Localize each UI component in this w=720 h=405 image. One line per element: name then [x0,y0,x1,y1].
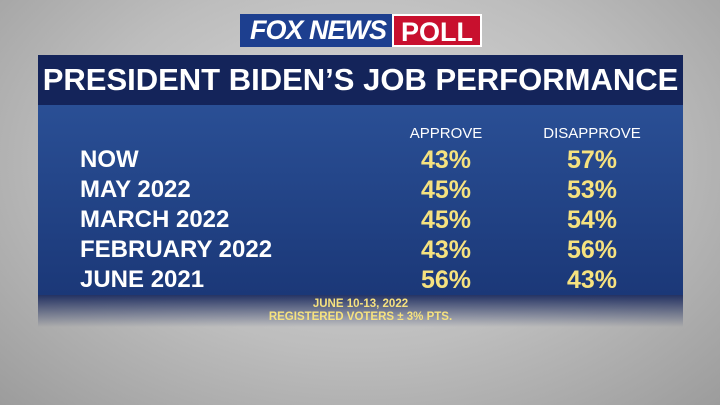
cell-value: 53% [566,176,618,204]
title: PRESIDENT BIDEN’S JOB PERFORMANCE [38,55,683,105]
logo: FOX NEWS POLL [240,14,483,47]
logo-product: POLL [392,14,483,47]
footnote-line: JUNE 10-13, 2022 [312,298,409,310]
cell-value: 56% [566,236,618,264]
row-label: NOW [80,146,139,173]
cell-value: 57% [566,146,618,174]
row-label: FEBRUARY 2022 [80,236,273,263]
table-row: MARCH 2022 45% 54% [38,205,683,235]
footnote: JUNE 10-13, 2022 REGISTERED VOTERS ± 3% P… [38,295,683,327]
cell-value: 45% [420,206,472,234]
table-row: JUNE 2021 56% 43% [38,265,683,295]
row-label: MAY 2022 [80,176,191,203]
footnote-line: REGISTERED VOTERS ± 3% PTS. [268,311,453,323]
cell-value: 43% [566,266,618,294]
column-header: DISAPPROVE [543,125,641,142]
cell-value: 43% [420,146,472,174]
table-row: NOW 43% 57% [38,145,683,175]
column-header: APPROVE [409,125,483,142]
row-label: JUNE 2021 [80,266,205,293]
table-row: FEBRUARY 2022 43% 56% [38,235,683,265]
cell-value: 45% [420,176,472,204]
logo-brand: FOX NEWS [240,14,393,47]
table-row: MAY 2022 45% 53% [38,175,683,205]
cell-value: 43% [420,236,472,264]
table: APPROVE DISAPPROVE NOW 43% 57% MAY 2022 45% 5… [38,105,683,295]
row-label: MARCH 2022 [80,206,230,233]
cell-value: 54% [566,206,618,234]
cell-value: 56% [420,266,472,294]
